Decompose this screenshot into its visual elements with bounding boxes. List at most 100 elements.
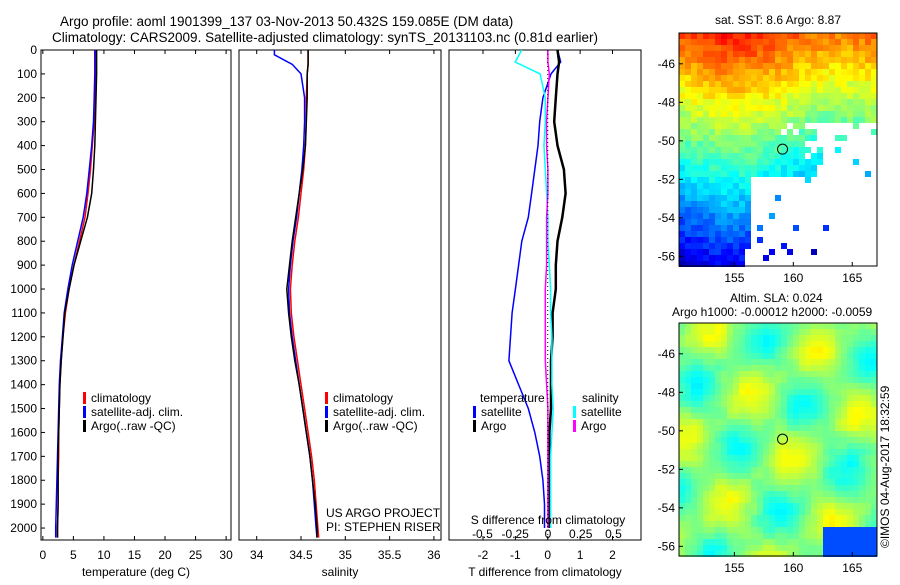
map-cell	[715, 323, 721, 329]
map-cell	[865, 347, 871, 353]
map-cell	[859, 111, 865, 117]
map-cell	[703, 401, 709, 407]
map-cell	[757, 413, 763, 419]
map-cell	[751, 81, 757, 87]
map-cell	[703, 467, 709, 473]
map-cell	[679, 371, 685, 377]
map-cell	[811, 425, 817, 431]
map-cell	[811, 159, 817, 165]
map-cell	[841, 533, 847, 539]
map-cell	[865, 117, 871, 123]
map-cell	[823, 389, 829, 395]
depth-tick-label: 1300	[10, 354, 37, 368]
map-cell	[811, 57, 817, 63]
map-cell	[679, 147, 685, 153]
map-cell	[739, 455, 745, 461]
map-cell	[703, 219, 709, 225]
map-cell	[763, 431, 769, 437]
map-cell	[709, 431, 715, 437]
map-cell	[781, 443, 787, 449]
map-cell	[853, 431, 859, 437]
map-cell	[829, 117, 835, 123]
map-cell	[811, 359, 817, 365]
map-cell	[823, 527, 829, 533]
map-cell	[721, 153, 727, 159]
map-cell	[679, 479, 685, 485]
map-cell	[691, 467, 697, 473]
map-cell	[751, 425, 757, 431]
map-cell	[691, 177, 697, 183]
map-cell	[799, 111, 805, 117]
map-cell	[811, 45, 817, 51]
map-cell	[685, 255, 691, 261]
map-cell	[703, 437, 709, 443]
map-cell	[817, 473, 823, 479]
map-cell	[721, 551, 727, 557]
map-cell	[709, 497, 715, 503]
map-cell	[691, 171, 697, 177]
map-cell	[799, 329, 805, 335]
map-cell	[799, 335, 805, 341]
map-cell	[685, 353, 691, 359]
map-cell	[721, 69, 727, 75]
map-cell	[859, 51, 865, 57]
map-cell	[751, 503, 757, 509]
map-cell	[781, 243, 787, 249]
map-cell	[763, 63, 769, 69]
x-axis-label: salinity	[322, 565, 359, 579]
map-cell	[799, 455, 805, 461]
map-cell	[733, 87, 739, 93]
map-cell	[871, 533, 877, 539]
map-cell	[733, 437, 739, 443]
map-cell	[751, 545, 757, 551]
map-cell	[715, 521, 721, 527]
map-cell	[697, 153, 703, 159]
map-cell	[775, 141, 781, 147]
map-cell	[805, 431, 811, 437]
map-cell	[811, 407, 817, 413]
map-cell	[835, 479, 841, 485]
map-cell	[775, 57, 781, 63]
map-cell	[709, 51, 715, 57]
map-cell	[787, 45, 793, 51]
map-cell	[841, 359, 847, 365]
map-cell	[709, 99, 715, 105]
map-cell	[679, 81, 685, 87]
map-cell	[709, 207, 715, 213]
map-cell	[751, 485, 757, 491]
map-cell	[763, 413, 769, 419]
map-cell	[865, 437, 871, 443]
map-cell	[781, 539, 787, 545]
map-cell	[697, 213, 703, 219]
map-cell	[859, 63, 865, 69]
map-cell	[859, 353, 865, 359]
map-cell	[799, 509, 805, 515]
map-cell	[709, 231, 715, 237]
map-cell	[871, 335, 877, 341]
map-cell	[817, 111, 823, 117]
map-cell	[727, 521, 733, 527]
map-cell	[679, 231, 685, 237]
map-cell	[865, 81, 871, 87]
map-cell	[679, 159, 685, 165]
map-cell	[697, 63, 703, 69]
map-cell	[835, 33, 841, 39]
map-cell	[721, 231, 727, 237]
map-cell	[745, 329, 751, 335]
map-cell	[871, 353, 877, 359]
map-cell	[739, 503, 745, 509]
map-cell	[769, 413, 775, 419]
map-cell	[709, 329, 715, 335]
x2-tick-label: -0.25	[502, 527, 530, 541]
map-cell	[793, 461, 799, 467]
map-cell	[835, 395, 841, 401]
map-cell	[811, 395, 817, 401]
map-cell	[721, 171, 727, 177]
map-cell	[721, 497, 727, 503]
map-cell	[769, 213, 775, 219]
map-cell	[781, 33, 787, 39]
map-cell	[679, 255, 685, 261]
legend-label: satellite	[581, 405, 622, 419]
map-cell	[733, 389, 739, 395]
map-cell	[859, 117, 865, 123]
